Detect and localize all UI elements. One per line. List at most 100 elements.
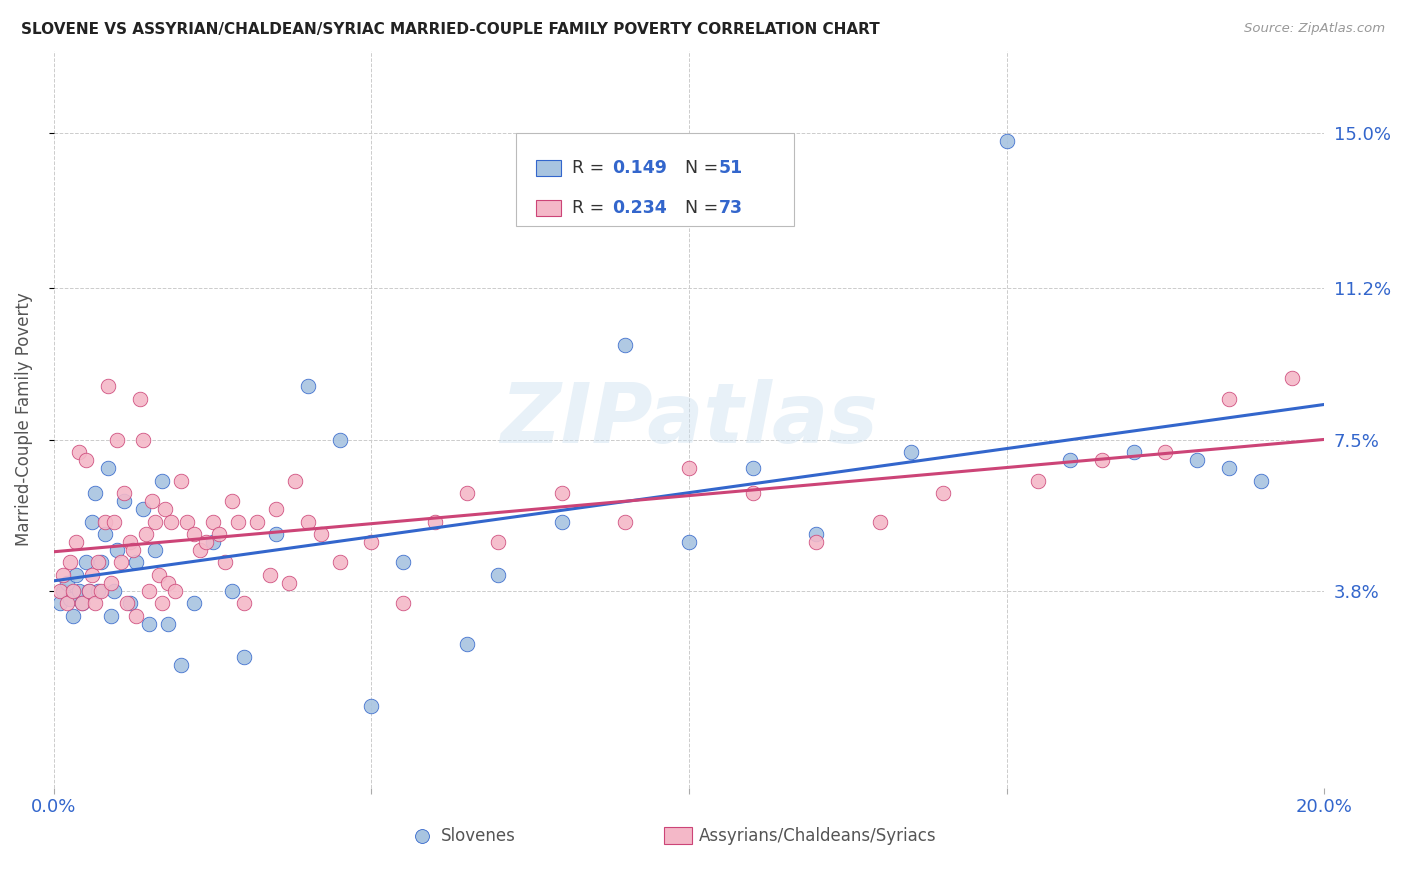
Point bbox=[153, 502, 176, 516]
Point bbox=[678, 535, 700, 549]
Point bbox=[150, 474, 173, 488]
Point bbox=[115, 596, 138, 610]
Point bbox=[214, 556, 236, 570]
Point bbox=[93, 526, 115, 541]
Point bbox=[456, 486, 478, 500]
Point bbox=[264, 502, 287, 516]
Point bbox=[1059, 453, 1081, 467]
Point bbox=[49, 596, 72, 610]
Y-axis label: Married-Couple Family Poverty: Married-Couple Family Poverty bbox=[15, 293, 32, 546]
Point bbox=[488, 567, 510, 582]
Point bbox=[1250, 474, 1272, 488]
Text: 0.234: 0.234 bbox=[612, 199, 666, 217]
Point bbox=[103, 584, 125, 599]
Point bbox=[297, 515, 319, 529]
Point bbox=[804, 535, 827, 549]
Point bbox=[264, 526, 287, 541]
Point bbox=[52, 584, 75, 599]
Point bbox=[110, 556, 132, 570]
Point bbox=[741, 486, 763, 500]
Point bbox=[176, 515, 198, 529]
Point bbox=[226, 515, 249, 529]
Point bbox=[100, 608, 122, 623]
Point bbox=[138, 584, 160, 599]
Point bbox=[118, 596, 141, 610]
Point bbox=[145, 515, 167, 529]
Point bbox=[160, 515, 183, 529]
Point bbox=[87, 556, 110, 570]
Point bbox=[125, 608, 148, 623]
Text: Source: ZipAtlas.com: Source: ZipAtlas.com bbox=[1244, 22, 1385, 36]
Point bbox=[60, 742, 83, 756]
Point bbox=[105, 433, 128, 447]
Point bbox=[995, 134, 1018, 148]
Point bbox=[1026, 474, 1049, 488]
Point bbox=[77, 584, 100, 599]
Point bbox=[183, 526, 205, 541]
Point bbox=[614, 515, 637, 529]
Text: R =: R = bbox=[572, 199, 610, 217]
Text: Slovenes: Slovenes bbox=[441, 827, 516, 845]
Point bbox=[62, 608, 84, 623]
Point bbox=[195, 535, 218, 549]
Point bbox=[233, 596, 256, 610]
Point bbox=[741, 461, 763, 475]
Point bbox=[551, 515, 574, 529]
Point bbox=[150, 596, 173, 610]
Point bbox=[163, 584, 186, 599]
Point bbox=[141, 494, 163, 508]
Text: 73: 73 bbox=[718, 199, 742, 217]
Point bbox=[138, 616, 160, 631]
Point bbox=[132, 502, 155, 516]
Point bbox=[125, 556, 148, 570]
Point bbox=[1154, 445, 1177, 459]
Point bbox=[55, 576, 77, 591]
Bar bbox=[664, 827, 692, 845]
Point bbox=[869, 515, 891, 529]
Point bbox=[277, 576, 299, 591]
Point bbox=[97, 379, 120, 393]
Point bbox=[1122, 445, 1144, 459]
Point bbox=[59, 556, 82, 570]
Point bbox=[329, 433, 352, 447]
Point bbox=[100, 576, 122, 591]
Point bbox=[201, 515, 224, 529]
Point bbox=[105, 543, 128, 558]
Text: 0.149: 0.149 bbox=[612, 160, 666, 178]
Point bbox=[488, 535, 510, 549]
Point bbox=[1218, 392, 1240, 406]
Text: SLOVENE VS ASSYRIAN/CHALDEAN/SYRIAC MARRIED-COUPLE FAMILY POVERTY CORRELATION CH: SLOVENE VS ASSYRIAN/CHALDEAN/SYRIAC MARR… bbox=[21, 22, 880, 37]
Point bbox=[614, 338, 637, 352]
Text: ZIPatlas: ZIPatlas bbox=[501, 379, 877, 459]
Text: Assyrians/Chaldeans/Syriacs: Assyrians/Chaldeans/Syriacs bbox=[699, 827, 936, 845]
Point bbox=[118, 535, 141, 549]
Point bbox=[423, 515, 446, 529]
Point bbox=[804, 526, 827, 541]
Point bbox=[52, 567, 75, 582]
Point bbox=[80, 515, 103, 529]
Point bbox=[208, 526, 231, 541]
Point bbox=[65, 535, 87, 549]
Point bbox=[392, 596, 415, 610]
Point bbox=[1218, 461, 1240, 475]
Point bbox=[72, 596, 94, 610]
Point bbox=[221, 584, 243, 599]
Point bbox=[112, 494, 135, 508]
Point bbox=[246, 515, 269, 529]
Point bbox=[145, 543, 167, 558]
Point bbox=[360, 535, 382, 549]
Point bbox=[1091, 453, 1114, 467]
Point bbox=[75, 556, 97, 570]
Point bbox=[1281, 371, 1303, 385]
Point bbox=[329, 556, 352, 570]
Point bbox=[97, 461, 120, 475]
Point bbox=[84, 596, 107, 610]
Point bbox=[157, 616, 180, 631]
Point bbox=[188, 543, 211, 558]
Point bbox=[90, 584, 112, 599]
Point bbox=[128, 392, 150, 406]
Point bbox=[67, 584, 90, 599]
Point bbox=[62, 584, 84, 599]
Point bbox=[80, 567, 103, 582]
Point bbox=[392, 556, 415, 570]
